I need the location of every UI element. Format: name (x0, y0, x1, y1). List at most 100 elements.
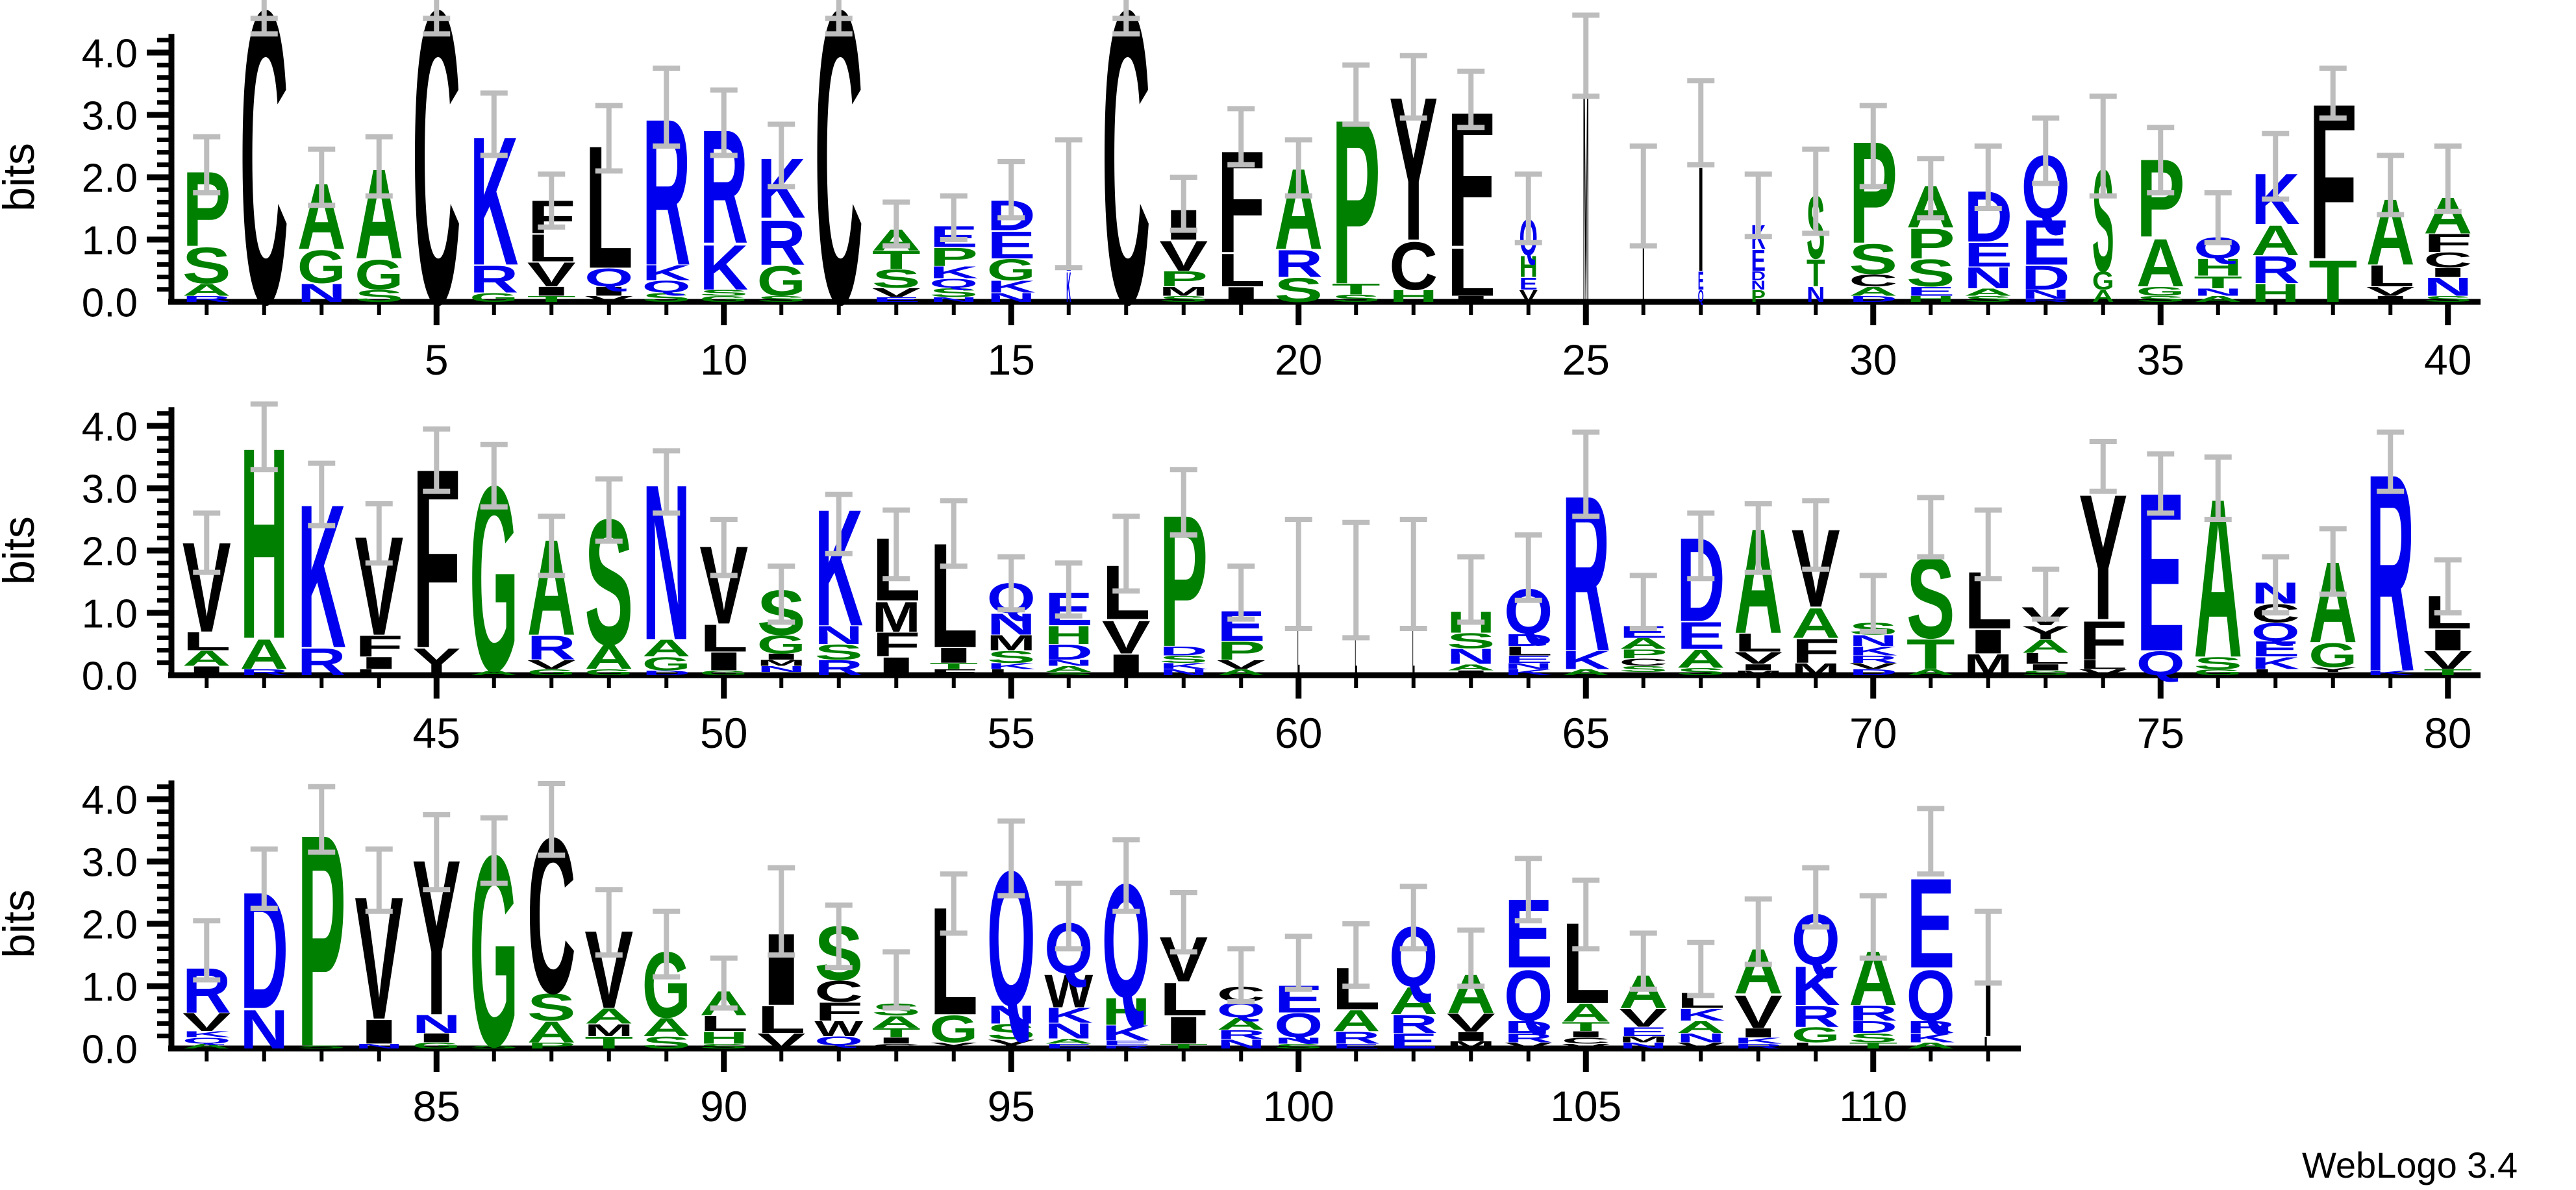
logo-letter-S: S (1159, 654, 1208, 665)
logo-letter-I: I (699, 647, 748, 676)
logo-letter-C: C (1619, 658, 1668, 669)
logo-letter-N: N (1217, 1037, 1266, 1052)
logo-letter-I: I (757, 652, 806, 662)
x-tick-label: 10 (700, 336, 747, 384)
stack-pos-19: ILF (1217, 121, 1266, 306)
x-tick-label: 15 (988, 336, 1035, 384)
stack-pos-6: GRK (469, 98, 518, 305)
logo-letter-N: N (1044, 1019, 1093, 1043)
error-bar (1284, 934, 1312, 992)
logo-letter-K: K (987, 661, 1038, 671)
logo-letter-I: I (1698, 136, 1704, 303)
logo-letter-G: G (2136, 284, 2185, 299)
logo-letter-S: S (1849, 235, 1897, 283)
stack-pos-22: HCY (1389, 54, 1438, 306)
logo-letter-C: C (1102, 0, 1151, 391)
logo-letter-D: D (1159, 644, 1208, 658)
stack-pos-86: SG (469, 799, 525, 1104)
logo-letter-Q: Q (1698, 286, 1704, 306)
logo-letter-R: R (1332, 1028, 1381, 1047)
logo-letter-P: P (1751, 286, 1766, 306)
logo-letter-Y: Y (929, 1041, 979, 1050)
error-bar (1457, 927, 1485, 989)
logo-letter-I: I (355, 1013, 403, 1051)
y-tick-label: 4.0 (82, 404, 138, 449)
error-bar (308, 146, 336, 208)
x-axis: 85 90 95 100 105 110 (168, 1045, 2021, 1130)
logo-letter-V: V (1447, 1009, 1497, 1037)
logo-letter-E: E (1619, 1025, 1668, 1039)
logo-letter-C: C (1849, 271, 1897, 290)
logo-letter-K: K (182, 1030, 234, 1039)
logo-letter-V: V (2423, 646, 2473, 675)
logo-letter-N: N (297, 279, 346, 308)
error-bar (1974, 143, 2002, 211)
logo-letter-A: A (1217, 667, 1268, 677)
y-tick-label: 2.0 (82, 529, 138, 574)
logo-letter-N: N (1964, 261, 2012, 295)
logo-letter-C: C (2423, 248, 2472, 272)
logo-letter-R: R (2021, 299, 2073, 303)
stack-pos-27: QEI (1698, 136, 1704, 306)
error-bar (2032, 115, 2060, 186)
error-bar (480, 815, 508, 886)
error-bar (193, 134, 221, 195)
logo-letter-Q: Q (929, 277, 978, 291)
stack-pos-61: L (1355, 598, 1357, 693)
x-tick-label: 30 (1849, 336, 1897, 384)
logo-letter-E: E (872, 296, 921, 304)
logo-letter-D: D (1849, 294, 1897, 304)
logo-letter-F: F (814, 998, 863, 1026)
logo-letter-A: A (1562, 999, 1610, 1028)
error-bar (2204, 190, 2232, 245)
logo-letter-C: C (814, 0, 863, 391)
logo-letter-H: H (1907, 294, 1955, 304)
logo-letter-I: I (584, 284, 633, 299)
logo-letter-A: A (642, 635, 691, 662)
logo-letter-S: S (1907, 251, 1955, 295)
x-axis: 5 10 15 20 25 30 35 40 (168, 299, 2481, 384)
logo-letter-I: I (1734, 1026, 1782, 1041)
error-bar (308, 460, 336, 528)
logo-letter-V: V (584, 294, 634, 304)
logo-letter-R: R (240, 667, 291, 677)
x-tick-label: 25 (1562, 336, 1610, 384)
error-bar (1169, 890, 1197, 955)
logo-letter-K: K (699, 232, 748, 303)
logo-letter-G: G (2092, 267, 2114, 295)
y-tick-label: 4.0 (82, 31, 138, 76)
logo-letter-V: V (527, 658, 576, 672)
error-bar (2377, 153, 2405, 217)
logo-letter-W: W (814, 1017, 864, 1041)
logo-letter-K: K (642, 260, 692, 284)
stack-pos-25: M (1583, 31, 1589, 366)
stack-pos-12: C (814, 0, 863, 391)
logo-letter-S: S (527, 985, 576, 1029)
logo-letter-K: K (1849, 644, 1900, 658)
logo-letter-C: C (814, 974, 863, 1008)
logo-letter-Q: Q (2251, 618, 2300, 647)
error-bar (1917, 806, 1945, 877)
logo-letter-L: L (1355, 598, 1357, 693)
logo-letter-A: A (2092, 286, 2114, 306)
error-bar (595, 103, 623, 174)
error-bar (2147, 451, 2175, 516)
error-bar (997, 159, 1025, 221)
logo-letter-L: L (1159, 974, 1208, 1026)
stack-pos-83: SP (297, 771, 353, 1109)
logo-letter-I: I (2423, 623, 2472, 657)
logo-letter-N: N (929, 296, 978, 304)
logo-letter-A: A (527, 1015, 576, 1048)
stack-pos-93: CITAS (872, 1000, 923, 1050)
error-bar (538, 171, 566, 230)
error-bar (193, 918, 221, 983)
logo-letter-V: V (1734, 986, 1782, 1038)
error-bar (1399, 884, 1427, 952)
logo-letter-S: S (699, 1043, 748, 1050)
error-bar (1284, 137, 1312, 199)
